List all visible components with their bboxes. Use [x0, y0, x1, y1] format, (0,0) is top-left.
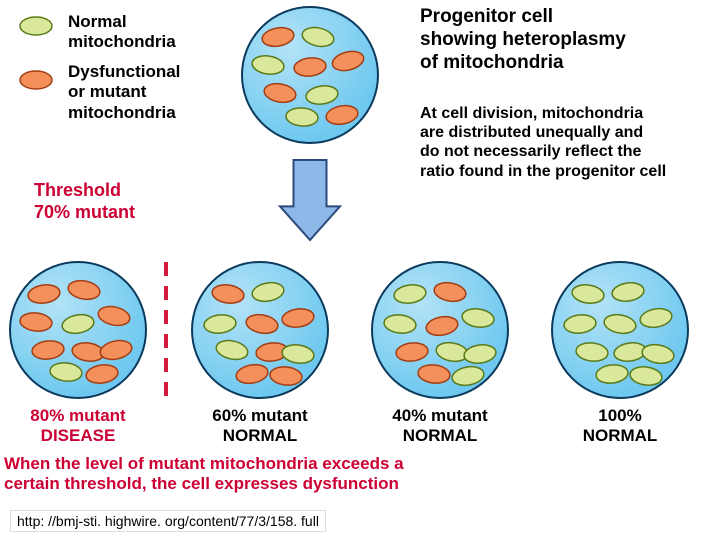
daughter4-label: 100% NORMAL: [560, 406, 680, 447]
daughter-cell-2: [192, 262, 328, 398]
daughter1-label: 80% mutant DISEASE: [8, 406, 148, 447]
progenitor-title: Progenitor cell showing heteroplasmy of …: [420, 6, 626, 74]
progenitor-cell: [242, 7, 378, 143]
division-arrow: [280, 160, 340, 240]
division-note: At cell division, mitochondria are distr…: [420, 104, 666, 181]
legend-dysfunctional-label: Dysfunctional or mutant mitochondria: [68, 62, 180, 123]
daughter-cell-3: [372, 262, 508, 398]
legend-normal-label: Normal mitochondria: [68, 12, 176, 53]
daughter-cell-4: [552, 262, 688, 398]
daughter3-label: 40% mutant NORMAL: [375, 406, 505, 447]
footer-note: When the level of mutant mitochondria ex…: [4, 454, 404, 495]
citation: http: //bmj-sti. highwire. org/content/7…: [10, 510, 326, 532]
daughter2-label: 60% mutant NORMAL: [195, 406, 325, 447]
threshold-label: Threshold 70% mutant: [34, 180, 135, 223]
daughter-cell-1: [10, 262, 146, 398]
legend-samples: [20, 17, 52, 89]
